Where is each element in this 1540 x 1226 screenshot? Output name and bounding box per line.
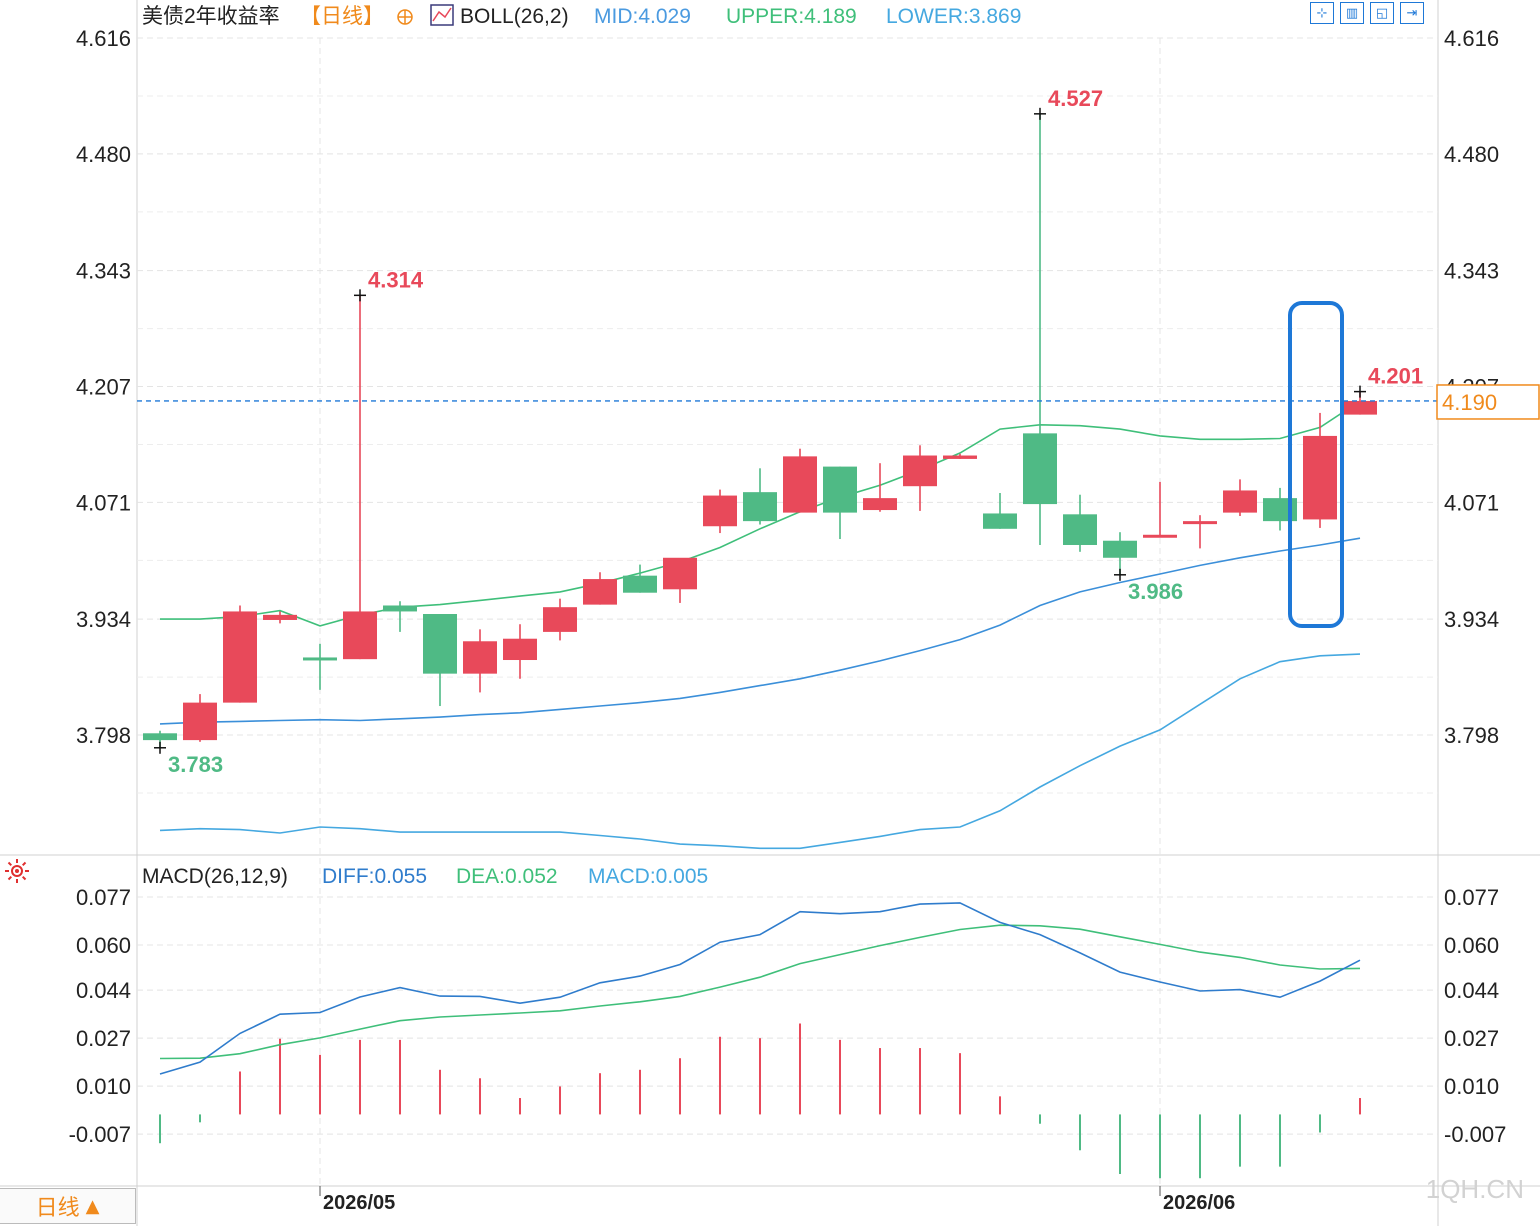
boll-upper-value: UPPER:4.189 xyxy=(726,5,857,28)
indicator-icon-line xyxy=(432,7,452,22)
current-price-tag xyxy=(1436,384,1540,420)
candle-body xyxy=(623,575,657,593)
high-price-label: 4.527 xyxy=(1048,86,1103,111)
price-tick-label-left: 4.207 xyxy=(76,375,131,400)
boll-lower-line xyxy=(159,653,1361,850)
price-tick-label-left: 4.343 xyxy=(76,259,131,284)
settings-icon[interactable] xyxy=(4,858,30,884)
price-tick-label-left: 3.934 xyxy=(76,607,131,632)
candle-body xyxy=(343,611,377,660)
boll-mid-value: MID:4.029 xyxy=(594,5,691,28)
period-tab[interactable]: 日线 ▲ xyxy=(0,1188,136,1224)
candle-body xyxy=(983,513,1017,529)
add-icon-cross xyxy=(398,10,412,24)
boll-lower-value: LOWER:3.869 xyxy=(886,5,1021,28)
low-price-label: 3.986 xyxy=(1128,579,1183,604)
macd-diff-value: DIFF:0.055 xyxy=(322,865,427,888)
candle-body xyxy=(1183,521,1217,525)
price-tick-label-left: 4.480 xyxy=(76,142,131,167)
time-tick-label: 2026/05 xyxy=(323,1192,395,1214)
candle-body xyxy=(703,495,737,527)
candle-body xyxy=(1023,433,1057,505)
price-tick-label-right: 4.480 xyxy=(1444,142,1499,167)
zoom-in-icon[interactable]: ◱ xyxy=(1370,2,1394,24)
period-tag: 【日线】 xyxy=(300,5,384,28)
macd-value: MACD:0.005 xyxy=(588,865,708,888)
candle-body xyxy=(463,641,497,674)
candle-body xyxy=(1143,534,1177,538)
candle-body xyxy=(543,607,577,632)
macd-tick-label-right: 0.060 xyxy=(1444,933,1499,958)
macd-tick-label-left: 0.044 xyxy=(76,978,131,1003)
low-price-label: 3.783 xyxy=(168,752,223,777)
candle-body xyxy=(743,492,777,522)
price-tick-label-left: 4.071 xyxy=(76,490,131,515)
macd-tick-label-right: 0.044 xyxy=(1444,978,1499,1003)
macd-tick-label-right: 0.010 xyxy=(1444,1074,1499,1099)
candle-body xyxy=(503,638,537,661)
candle-body xyxy=(663,557,697,590)
price-tick-label-right: 3.934 xyxy=(1444,607,1499,632)
watermark: 1QH.CN xyxy=(1425,1174,1524,1204)
macd-title: MACD(26,12,9) xyxy=(142,865,288,888)
chart-title: 美债2年收益率 xyxy=(142,5,280,28)
candle-body xyxy=(303,657,337,661)
macd-tick-label-left: 0.060 xyxy=(76,933,131,958)
macd-tick-label-left: 0.077 xyxy=(76,885,131,910)
candle-body xyxy=(1343,400,1377,415)
time-tick-label: 2026/06 xyxy=(1163,1192,1235,1214)
candle-body xyxy=(943,455,977,459)
candle-body xyxy=(1303,435,1337,520)
expand-icon[interactable]: ⇥ xyxy=(1400,2,1424,24)
candle-body xyxy=(1063,514,1097,545)
dropdown-arrow-icon: ▲ xyxy=(85,1195,100,1217)
highlight-box xyxy=(1288,300,1344,628)
candle-body xyxy=(223,611,257,703)
toolbar: ⊹ ▥ ◱ ⇥ xyxy=(1310,2,1424,24)
dea-line xyxy=(159,924,1361,1060)
diff-line xyxy=(159,902,1361,1075)
candle-body xyxy=(823,466,857,513)
macd-tick-label-left: 0.027 xyxy=(76,1026,131,1051)
candle-body xyxy=(143,733,177,741)
macd-tick-label-right: 0.027 xyxy=(1444,1026,1499,1051)
price-tick-label-left: 4.616 xyxy=(76,26,131,51)
candle-body xyxy=(183,702,217,741)
price-tick-label-right: 3.798 xyxy=(1444,723,1499,748)
price-tick-label-right: 4.616 xyxy=(1444,26,1499,51)
boll-mid-line xyxy=(159,537,1361,725)
high-price-label: 4.314 xyxy=(368,267,424,292)
candle-body xyxy=(903,455,937,487)
candle-body xyxy=(583,579,617,605)
macd-dea-value: DEA:0.052 xyxy=(456,865,558,888)
candle-body xyxy=(1223,490,1257,513)
macd-tick-label-right: -0.007 xyxy=(1444,1122,1506,1147)
price-tick-label-left: 3.798 xyxy=(76,723,131,748)
macd-tick-label-left: 0.010 xyxy=(76,1074,131,1099)
period-tab-label: 日线 xyxy=(35,1196,80,1221)
macd-tick-label-left: -0.007 xyxy=(69,1122,131,1147)
candle-body xyxy=(1103,540,1137,558)
current-price-value: 4.190 xyxy=(1442,390,1497,415)
candle-body xyxy=(783,456,817,513)
indicator-icon xyxy=(430,4,454,26)
candle-body xyxy=(263,614,297,620)
candle-body xyxy=(863,498,897,511)
bar-chart-icon[interactable]: ▥ xyxy=(1340,2,1364,24)
indicator-name: BOLL(26,2) xyxy=(460,5,569,28)
candle-body xyxy=(423,614,457,674)
price-tick-label-right: 4.071 xyxy=(1444,490,1499,515)
price-tick-label-right: 4.343 xyxy=(1444,259,1499,284)
macd-tick-label-right: 0.077 xyxy=(1444,885,1499,910)
candle-body xyxy=(383,605,417,612)
high-price-label: 4.201 xyxy=(1368,364,1423,389)
fit-icon[interactable]: ⊹ xyxy=(1310,2,1334,24)
